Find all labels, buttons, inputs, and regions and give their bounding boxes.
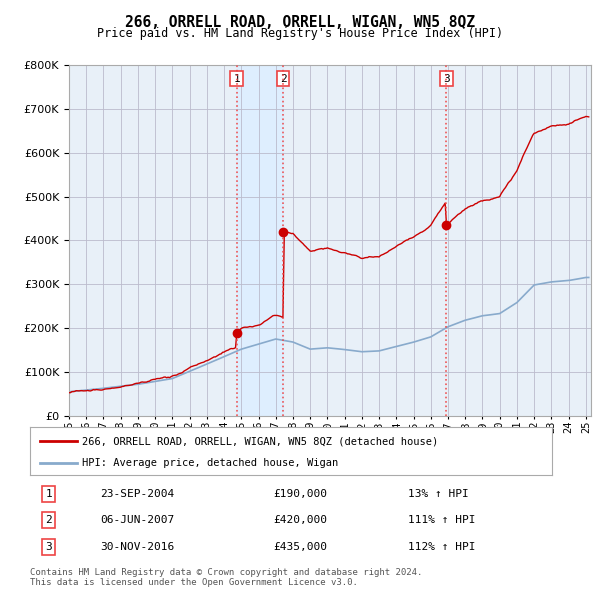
Text: 1: 1 (233, 74, 240, 84)
Text: £420,000: £420,000 (273, 516, 327, 525)
Text: 266, ORRELL ROAD, ORRELL, WIGAN, WN5 8QZ (detached house): 266, ORRELL ROAD, ORRELL, WIGAN, WN5 8QZ… (82, 436, 439, 446)
Text: Price paid vs. HM Land Registry's House Price Index (HPI): Price paid vs. HM Land Registry's House … (97, 27, 503, 40)
Text: £435,000: £435,000 (273, 542, 327, 552)
Text: 1: 1 (46, 489, 52, 499)
Text: 266, ORRELL ROAD, ORRELL, WIGAN, WN5 8QZ: 266, ORRELL ROAD, ORRELL, WIGAN, WN5 8QZ (125, 15, 475, 30)
Text: 3: 3 (46, 542, 52, 552)
Bar (236, 65, 283, 416)
Text: 06-JUN-2007: 06-JUN-2007 (100, 516, 175, 525)
Text: £190,000: £190,000 (273, 489, 327, 499)
Text: 13% ↑ HPI: 13% ↑ HPI (408, 489, 469, 499)
Text: 23-SEP-2004: 23-SEP-2004 (100, 489, 175, 499)
Text: Contains HM Land Registry data © Crown copyright and database right 2024.
This d: Contains HM Land Registry data © Crown c… (30, 568, 422, 587)
Text: 112% ↑ HPI: 112% ↑ HPI (408, 542, 476, 552)
Text: HPI: Average price, detached house, Wigan: HPI: Average price, detached house, Wiga… (82, 458, 338, 468)
Text: 30-NOV-2016: 30-NOV-2016 (100, 542, 175, 552)
Text: 111% ↑ HPI: 111% ↑ HPI (408, 516, 476, 525)
Text: 2: 2 (280, 74, 287, 84)
Text: 2: 2 (46, 516, 52, 525)
Text: 3: 3 (443, 74, 450, 84)
